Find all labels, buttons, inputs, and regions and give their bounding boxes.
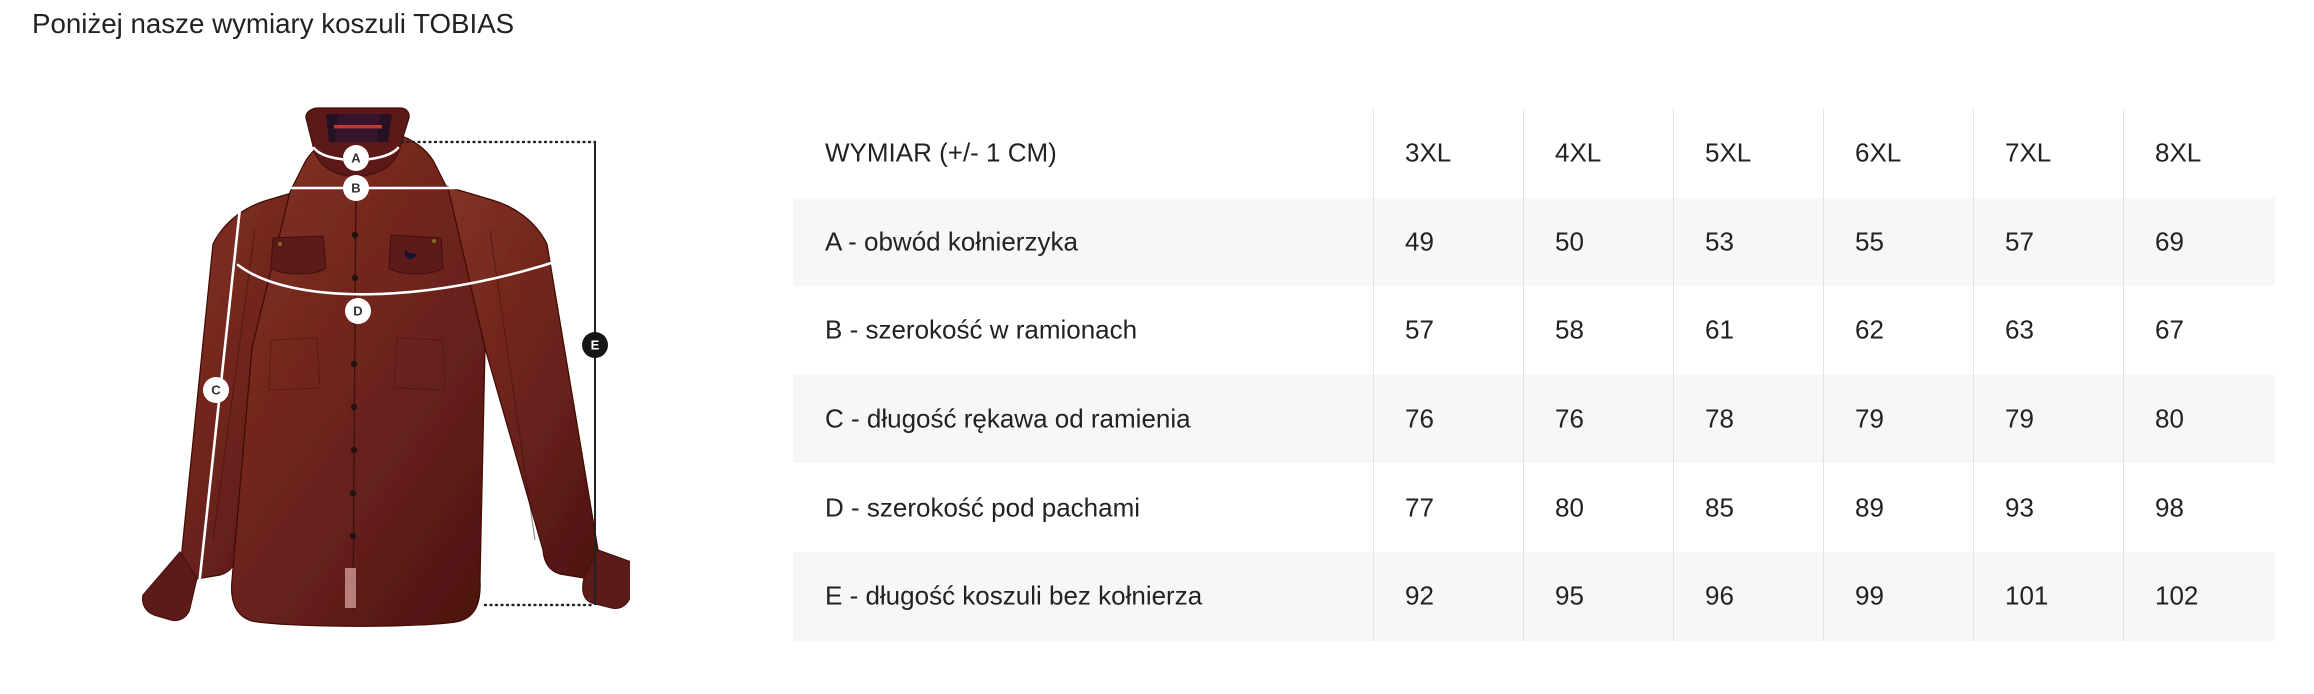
svg-text:B: B: [351, 181, 360, 196]
svg-text:A: A: [351, 151, 361, 166]
svg-text:E: E: [591, 338, 600, 353]
svg-text:C: C: [211, 383, 221, 398]
svg-text:D: D: [353, 304, 362, 319]
